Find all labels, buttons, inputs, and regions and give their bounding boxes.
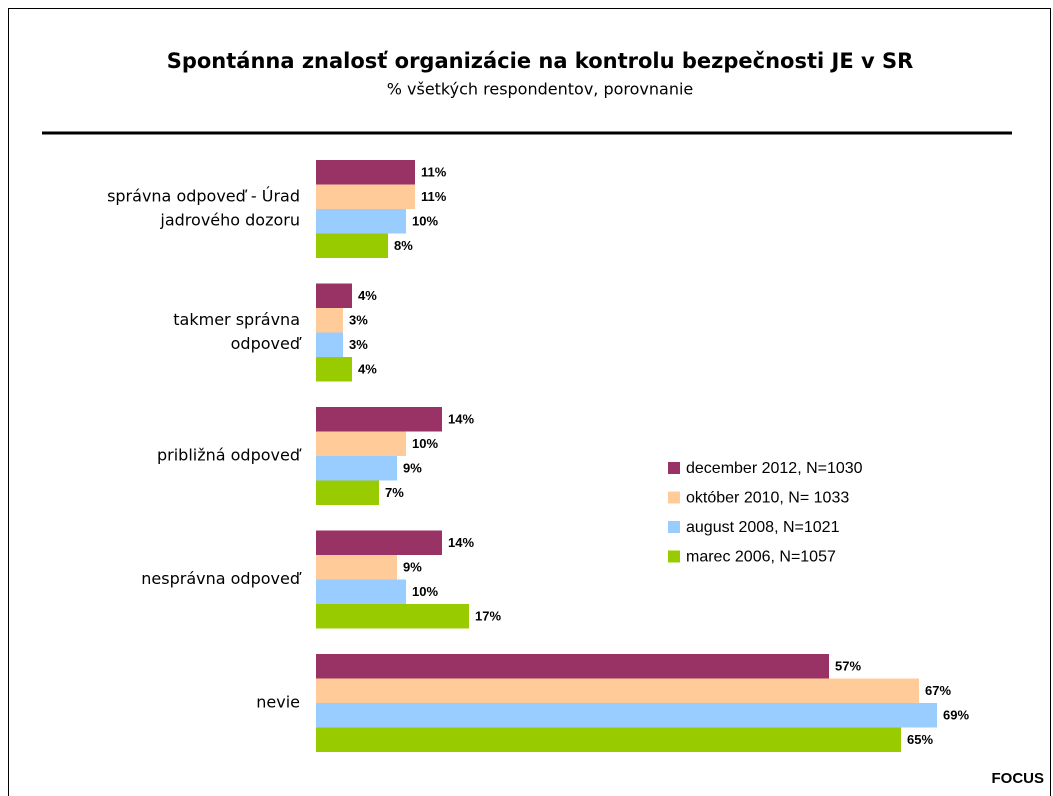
value-label: 4% — [358, 362, 377, 377]
legend-swatch — [668, 550, 680, 563]
bar — [316, 357, 352, 382]
legend-label: október 2010, N= 1033 — [686, 490, 849, 507]
value-label: 9% — [403, 461, 422, 476]
category-label: nesprávna odpoveď — [141, 569, 302, 588]
value-label: 14% — [448, 535, 474, 550]
value-label: 7% — [385, 485, 404, 500]
legend-swatch — [668, 491, 680, 504]
chart-subtitle: % všetkých respondentov, porovnanie — [387, 80, 694, 99]
value-label: 14% — [448, 412, 474, 427]
frame — [8, 8, 1051, 796]
legend-label: marec 2006, N=1057 — [686, 549, 836, 566]
bar — [316, 407, 442, 432]
bar — [316, 209, 406, 234]
legend-swatch — [668, 462, 680, 474]
bar — [316, 332, 343, 357]
category-label: jadrového dozoru — [159, 211, 300, 230]
source: FOCUS — [992, 770, 1045, 787]
bar — [316, 456, 397, 481]
value-label: 65% — [907, 732, 933, 747]
bar — [316, 233, 388, 258]
legend-swatch — [668, 521, 680, 533]
value-label: 17% — [475, 609, 501, 624]
legend-label: august 2008, N=1021 — [686, 519, 840, 536]
category-label: nevie — [256, 693, 300, 712]
value-label: 10% — [412, 436, 438, 451]
bar — [316, 703, 937, 728]
value-label: 57% — [835, 659, 861, 674]
bar — [316, 678, 919, 703]
value-label: 10% — [412, 214, 438, 229]
value-label: 3% — [349, 313, 368, 328]
bar — [316, 184, 415, 209]
bar — [316, 604, 469, 629]
category-label: približná odpoveď — [157, 446, 302, 465]
category-label: správna odpoveď - Úrad — [107, 187, 300, 206]
bar — [316, 555, 397, 580]
bar — [316, 308, 343, 333]
bar — [316, 160, 415, 185]
bar — [316, 480, 379, 505]
bar — [316, 431, 406, 456]
value-label: 10% — [412, 584, 438, 599]
category-label: takmer správna — [173, 310, 300, 329]
bar — [316, 530, 442, 555]
value-label: 4% — [358, 288, 377, 303]
value-label: 8% — [394, 238, 413, 253]
legend-label: december 2012, N=1030 — [686, 460, 863, 477]
chart-title: Spontánna znalosť organizácie na kontrol… — [167, 49, 914, 73]
value-label: 69% — [943, 708, 969, 723]
value-label: 67% — [925, 683, 951, 698]
bar — [316, 579, 406, 604]
bar — [316, 654, 829, 679]
value-label: 3% — [349, 337, 368, 352]
value-label: 11% — [421, 189, 447, 204]
value-label: 9% — [403, 560, 422, 575]
bar — [316, 283, 352, 308]
bar — [316, 727, 901, 752]
category-label: odpoveď — [231, 334, 302, 353]
value-label: 11% — [421, 165, 447, 180]
